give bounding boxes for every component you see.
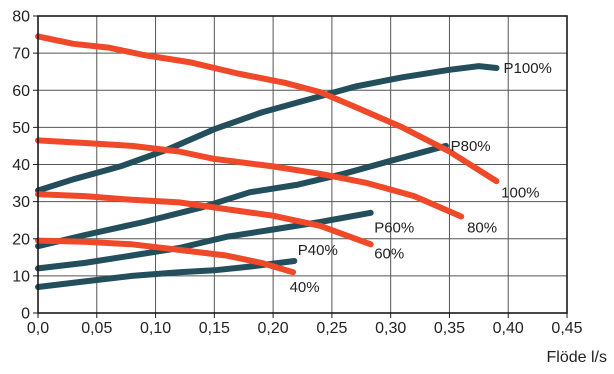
series-line-p80	[35, 142, 449, 250]
y-tick-label: 0	[21, 306, 30, 323]
series-line-p40	[35, 258, 298, 290]
series-label: 80%	[467, 220, 497, 237]
series-line-60	[35, 191, 374, 248]
series-label: 40%	[290, 279, 320, 296]
y-tick-label: 40	[12, 157, 30, 174]
series-line-80	[35, 137, 465, 220]
series-line-40	[35, 237, 297, 276]
x-tick-label: 0,30	[375, 320, 406, 337]
x-tick-label: 0,45	[551, 320, 582, 337]
x-axis-label: Flöde l/s	[547, 349, 607, 366]
y-tick-label: 30	[12, 194, 30, 211]
series-line-p100	[35, 63, 500, 194]
x-tick-label: 0,40	[493, 320, 524, 337]
series-label: P40%	[298, 242, 338, 259]
series-line-100	[35, 33, 500, 185]
x-tick-label: 0,0	[27, 320, 49, 337]
y-tick-label: 70	[12, 46, 30, 63]
x-tick-label: 0,20	[258, 320, 289, 337]
x-tick-label: 0,05	[81, 320, 112, 337]
x-tick-label: 0,35	[434, 320, 465, 337]
y-tick-label: 80	[12, 9, 30, 26]
x-tick-label: 0,10	[140, 320, 171, 337]
series-label: P100%	[504, 60, 552, 77]
series-label: P80%	[451, 138, 491, 155]
y-tick-label: 20	[12, 231, 30, 248]
y-tick-label: 60	[12, 83, 30, 100]
y-tick-label: 50	[12, 120, 30, 137]
x-tick-label: 0,25	[316, 320, 347, 337]
series-lines	[35, 33, 500, 290]
series-label: 60%	[374, 246, 404, 263]
series-label: P60%	[374, 220, 414, 237]
series-labels: P100% P80% P60% P40% 100% 80% 60% 40%	[290, 60, 552, 296]
y-tick-label: 10	[12, 268, 30, 285]
series-label: 100%	[501, 184, 539, 201]
x-tick-label: 0,15	[199, 320, 230, 337]
axis-ticks: 0,0 0,05 0,10 0,15 0,20 0,25 0,30 0,35 0,40 0,45 0…	[12, 9, 582, 338]
